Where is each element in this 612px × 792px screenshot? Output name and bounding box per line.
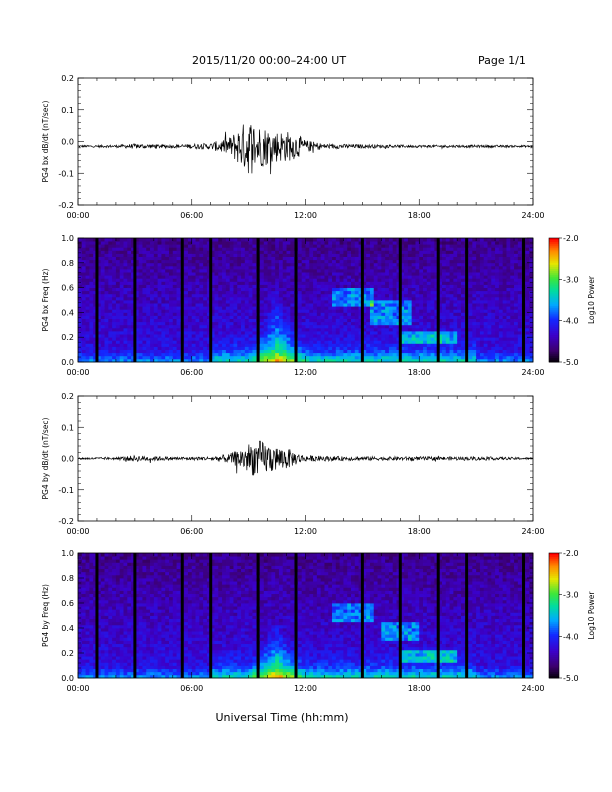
x-tick-label: 00:00 xyxy=(66,527,89,536)
colorbar-tick-label: -2.0 xyxy=(563,234,579,243)
colorbar xyxy=(548,237,562,363)
data-gap xyxy=(522,553,526,678)
x-tick-label: 00:00 xyxy=(66,368,89,377)
y-tick-label: 0.1 xyxy=(61,423,74,432)
y-tick-label: 0.2 xyxy=(61,649,74,658)
y-tick-label: 0.0 xyxy=(61,138,74,147)
data-gap xyxy=(436,553,440,678)
y-tick-label: 0.2 xyxy=(61,74,74,83)
data-gap xyxy=(436,238,440,362)
data-gap xyxy=(398,553,402,678)
x-tick-label: 18:00 xyxy=(408,527,431,536)
plot-frame xyxy=(77,237,534,363)
y-tick-label: 0.4 xyxy=(61,624,74,633)
plot-frame xyxy=(77,395,534,522)
data-gap xyxy=(465,238,469,362)
series-line xyxy=(77,124,534,175)
y-tick-label: 0.6 xyxy=(61,599,74,608)
plot-frame xyxy=(77,77,534,206)
data-gap xyxy=(294,553,298,678)
panel-2 xyxy=(77,237,534,363)
y-tick-label: -0.2 xyxy=(58,201,74,210)
series-line xyxy=(77,440,534,476)
colorbar-tick-label: -3.0 xyxy=(563,275,579,284)
y-tick-label: 0.2 xyxy=(61,333,74,342)
colorbar-frame xyxy=(548,237,560,363)
colorbar xyxy=(548,552,562,679)
data-gap xyxy=(360,553,364,678)
x-tick-label: 24:00 xyxy=(521,211,544,220)
data-gap xyxy=(522,238,526,362)
x-tick-label: 12:00 xyxy=(294,527,317,536)
data-gap xyxy=(180,238,184,362)
y-tick-label: 0.0 xyxy=(61,455,74,464)
y-tick-label: 0.0 xyxy=(61,674,74,683)
data-gap xyxy=(133,553,137,678)
y-tick-label: -0.2 xyxy=(58,517,74,526)
y-axis-label: PG4 bx Freq (Hz) xyxy=(41,268,50,331)
y-tick-label: 0.6 xyxy=(61,284,74,293)
x-tick-label: 00:00 xyxy=(66,211,89,220)
x-axis-title: Universal Time (hh:mm) xyxy=(216,711,349,724)
colorbar-tick-label: -4.0 xyxy=(563,317,579,326)
colorbar-frame xyxy=(548,552,560,679)
x-tick-label: 06:00 xyxy=(180,527,203,536)
x-tick-label: 06:00 xyxy=(180,684,203,693)
y-tick-label: 0.0 xyxy=(61,358,74,367)
colorbar-tick-label: -4.0 xyxy=(563,632,579,641)
y-tick-label: -0.1 xyxy=(58,486,74,495)
y-tick-label: 0.1 xyxy=(61,106,74,115)
y-tick-label: 0.4 xyxy=(61,308,74,317)
y-tick-label: 0.8 xyxy=(61,574,74,583)
data-gap xyxy=(398,238,402,362)
x-tick-label: 24:00 xyxy=(521,527,544,536)
x-tick-label: 18:00 xyxy=(408,368,431,377)
colorbar-label: Log10 Power xyxy=(587,591,596,640)
y-tick-label: -0.1 xyxy=(58,169,74,178)
y-tick-label: 1.0 xyxy=(61,549,74,558)
colorbar-tick-label: -5.0 xyxy=(563,358,579,367)
data-gap xyxy=(256,238,260,362)
plot-frame xyxy=(77,552,534,679)
x-tick-label: 24:00 xyxy=(521,368,544,377)
plot-title: 2015/11/20 00:00–24:00 UT xyxy=(192,54,347,67)
data-gap xyxy=(256,553,260,678)
data-gap xyxy=(294,238,298,362)
x-tick-label: 18:00 xyxy=(408,211,431,220)
data-gap xyxy=(465,553,469,678)
data-gap xyxy=(360,238,364,362)
data-gap xyxy=(133,238,137,362)
spectrogram-cells xyxy=(78,238,534,363)
spectrogram-cells xyxy=(78,553,534,679)
panel-3 xyxy=(77,395,534,522)
y-axis-label: PG4 by Freq (Hz) xyxy=(41,584,50,647)
panel-1 xyxy=(77,77,534,206)
x-tick-label: 06:00 xyxy=(180,368,203,377)
x-tick-label: 24:00 xyxy=(521,684,544,693)
page-label: Page 1/1 xyxy=(478,54,526,67)
panel-4 xyxy=(77,552,534,679)
y-tick-label: 0.8 xyxy=(61,259,74,268)
data-gap xyxy=(95,238,99,362)
data-gap xyxy=(209,238,213,362)
y-axis-label: PG4 by dB/dt (nT/sec) xyxy=(41,417,50,499)
x-tick-label: 12:00 xyxy=(294,211,317,220)
x-tick-label: 12:00 xyxy=(294,684,317,693)
x-tick-label: 00:00 xyxy=(66,684,89,693)
colorbar-tick-label: -5.0 xyxy=(563,674,579,683)
data-gap xyxy=(209,553,213,678)
y-axis-label: PG4 bx dB/dt (nT/sec) xyxy=(41,100,50,182)
colorbar-tick-label: -2.0 xyxy=(563,549,579,558)
colorbar-tick-label: -3.0 xyxy=(563,591,579,600)
x-tick-label: 12:00 xyxy=(294,368,317,377)
data-gap xyxy=(180,553,184,678)
x-tick-label: 06:00 xyxy=(180,211,203,220)
y-tick-label: 0.2 xyxy=(61,392,74,401)
colorbar-label: Log10 Power xyxy=(587,275,596,324)
y-tick-label: 1.0 xyxy=(61,234,74,243)
data-gap xyxy=(95,553,99,678)
x-tick-label: 18:00 xyxy=(408,684,431,693)
